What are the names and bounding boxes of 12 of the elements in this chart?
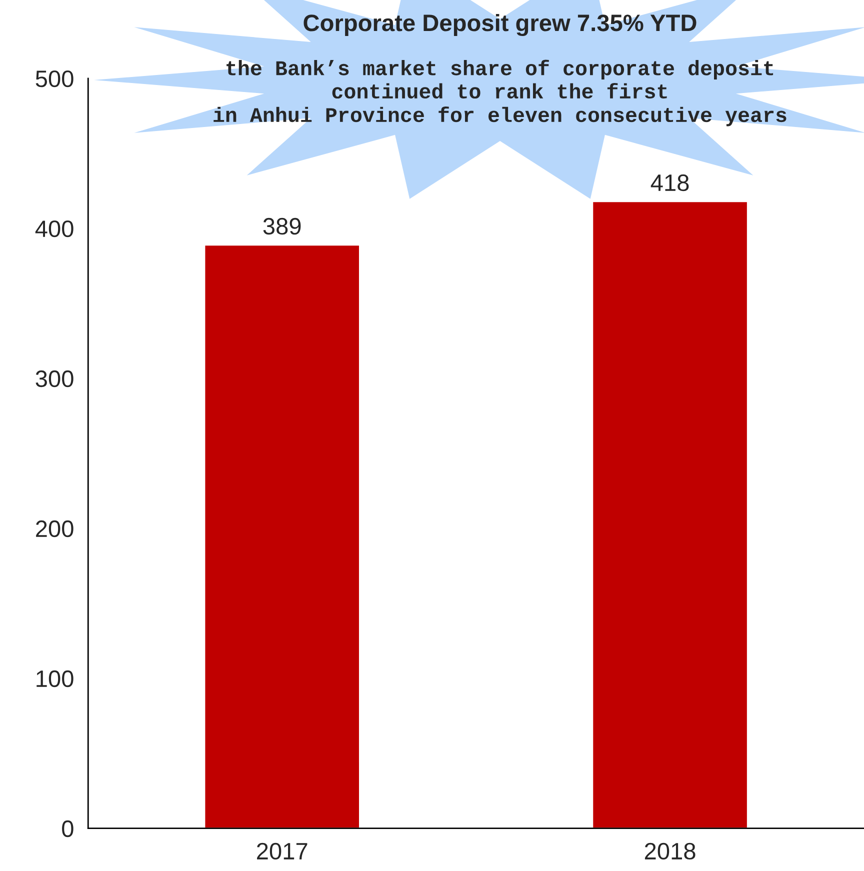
chart-subtitle: the Bank’s market share of corporate deposit continued to rank the first in Anhui Province for eleven consecutive years [214,60,786,126]
y-tick-label: 400 [35,220,74,238]
y-tick-label: 0 [62,820,74,838]
y-tick-label: 200 [36,520,74,538]
x-tick-label: 2017 [257,842,308,860]
chart-title: Corporate Deposit grew 7.35% YTD [304,14,696,36]
data-label: 389 [263,218,301,235]
x-tick-label: 2018 [644,842,696,860]
data-label: 418 [650,174,689,192]
y-tick-label: 300 [36,370,74,388]
y-tick-label: 100 [36,670,74,688]
y-tick-label: 500 [36,70,74,88]
